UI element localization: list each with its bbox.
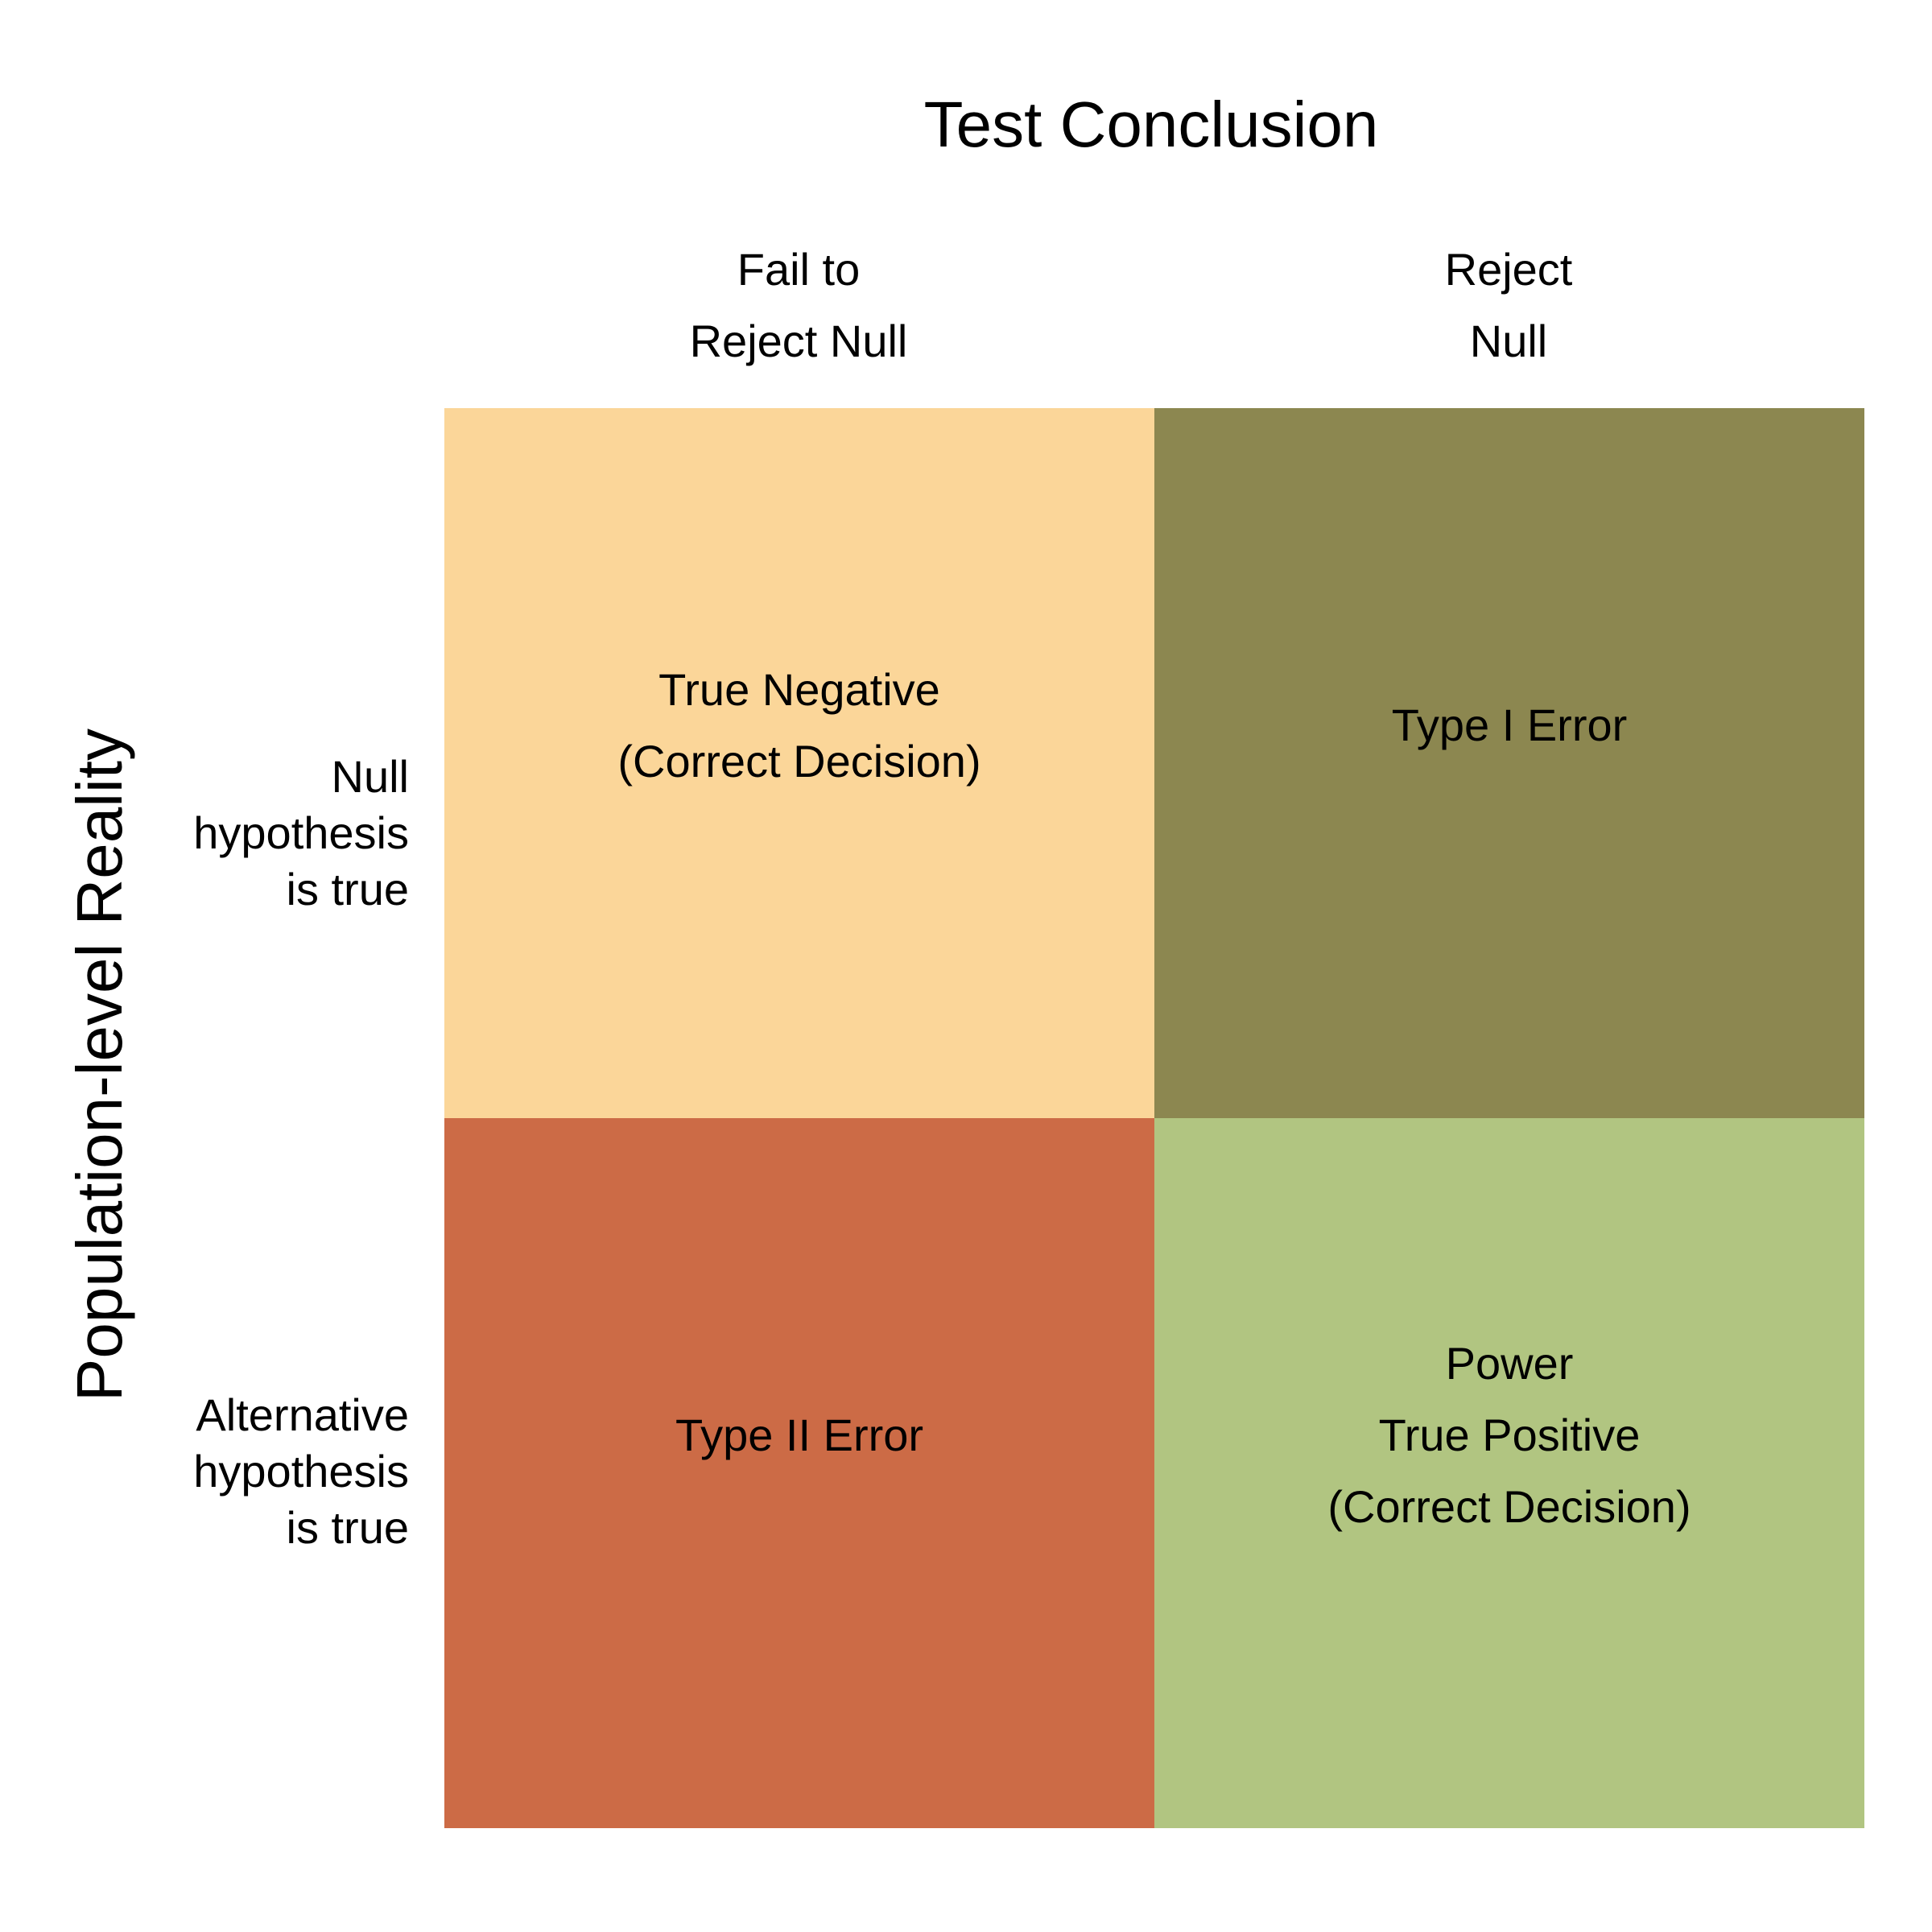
column-header-reject-null: Reject Null [1154,233,1863,377]
cell-line: Type I Error [1391,700,1628,750]
cell-line: Type II Error [675,1410,924,1460]
row-header-line: Null [331,751,409,802]
cell-type-one-error: Type I Error [1154,408,1864,1118]
cell-line: (Correct Decision) [1327,1481,1691,1532]
cell-power: Power True Positive (Correct Decision) [1154,1118,1864,1828]
row-header-line: hypothesis [193,807,409,858]
cell-line: (Correct Decision) [617,735,981,786]
cell-line: True Negative [658,663,940,715]
cell-line: True Positive [1378,1410,1641,1460]
cell-text: Type II Error [675,1399,923,1471]
column-header-line: Fail to [737,244,861,295]
column-header-line: Reject Null [689,316,908,366]
column-header-fail-to-reject: Fail to Reject Null [444,233,1153,377]
cell-text: Type I Error [1392,689,1628,761]
row-header-alternative-true: Alternative hypothesis is true [80,1387,409,1556]
row-header-line: Alternative [196,1389,409,1440]
cell-true-negative: True Negative (Correct Decision) [444,408,1154,1118]
cell-text: True Negative (Correct Decision) [617,654,980,797]
diagram-title: Test Conclusion [923,89,1379,160]
column-header-line: Reject [1444,244,1573,295]
cell-text: Power True Positive (Correct Decision) [1327,1327,1690,1542]
row-header-null-true: Null hypothesis is true [80,749,409,918]
cell-line: Power [1445,1338,1574,1389]
row-header-line: is true [286,1502,410,1553]
row-header-line: hypothesis [193,1446,409,1496]
cell-type-two-error: Type II Error [444,1118,1154,1828]
column-header-line: Null [1469,316,1548,366]
row-header-line: is true [286,864,410,914]
